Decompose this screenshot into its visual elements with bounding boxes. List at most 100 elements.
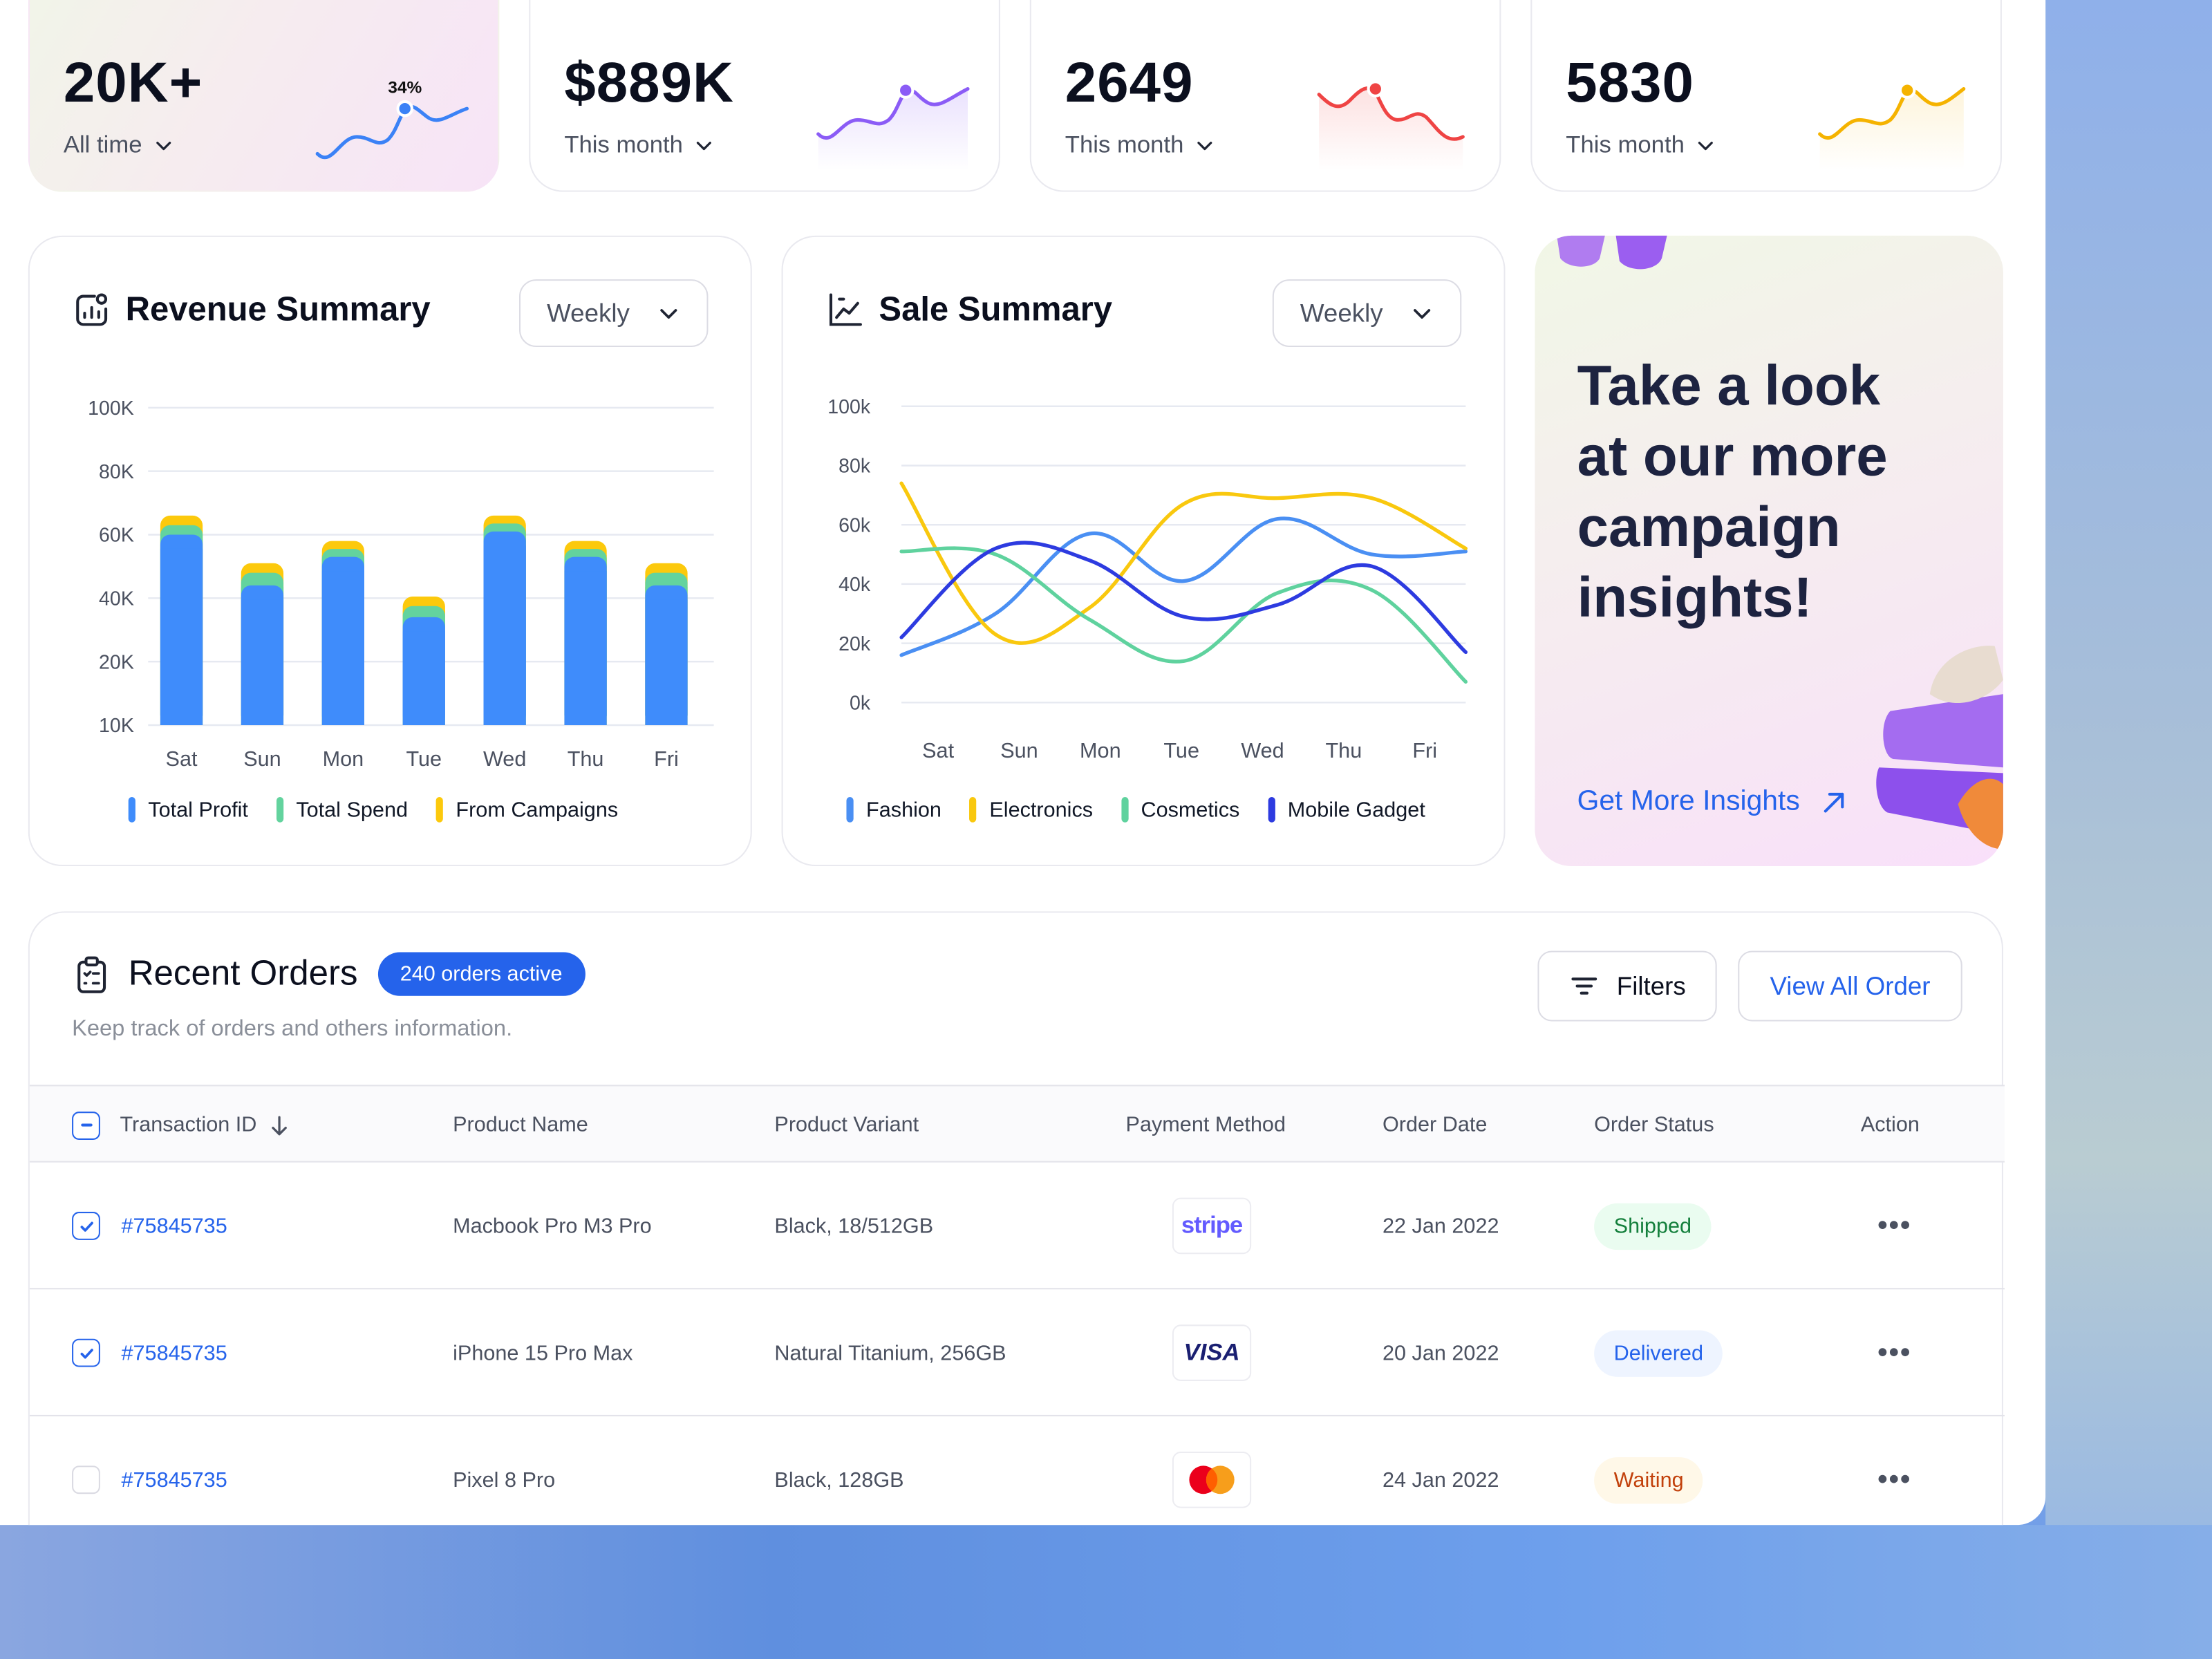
- column-label: Product Name: [453, 1113, 588, 1137]
- svg-text:Sat: Sat: [922, 739, 954, 762]
- legend-swatch: [1268, 797, 1275, 823]
- revenue-bar-chart: 100K 80K 60K 40K 20K 10K Sat Sun Mon Tue Wed Thu Fri: [88, 397, 714, 771]
- transaction-id-link[interactable]: #75845735: [121, 1340, 227, 1365]
- svg-text:60K: 60K: [99, 525, 134, 547]
- svg-text:80k: 80k: [838, 456, 871, 478]
- filters-button[interactable]: Filters: [1537, 950, 1717, 1022]
- legend-swatch: [846, 797, 854, 823]
- sale-line-chart: 100k 80k 60k 40k 20k 0k Sat Sun Mon Tue Wed Thu Fri: [827, 396, 1468, 762]
- more-actions-icon[interactable]: •••: [1877, 1209, 1912, 1241]
- card-title: Recent Orders: [128, 953, 358, 993]
- cell-product-variant: Natural Titanium, 256GB: [774, 1289, 1006, 1416]
- sale-legend: Fashion Electronics Cosmetics Mobile Gadget: [846, 797, 1425, 823]
- row-checkbox[interactable]: [72, 1465, 100, 1494]
- checkmark-icon: [79, 1348, 93, 1358]
- transaction-id-link[interactable]: #75845735: [121, 1468, 227, 1492]
- column-order-status: Order Status: [1594, 1086, 1714, 1163]
- legend-label: Mobile Gadget: [1287, 798, 1425, 822]
- product-name: iPhone 15 Pro Max: [453, 1340, 633, 1365]
- svg-text:Fri: Fri: [654, 747, 679, 771]
- svg-text:Sun: Sun: [1000, 739, 1038, 762]
- cell-product-name: Macbook Pro M3 Pro: [453, 1163, 652, 1290]
- revenue-range-dropdown[interactable]: Weekly: [519, 279, 709, 348]
- svg-text:Tue: Tue: [1163, 739, 1199, 762]
- cell-order-status: Shipped: [1594, 1163, 1712, 1290]
- stat-card-orders: 2649 This month: [1029, 0, 1501, 192]
- stat-card-revenue: $889K This month: [529, 0, 1000, 192]
- legend-item: Mobile Gadget: [1268, 797, 1425, 823]
- get-more-insights-link[interactable]: Get More Insights: [1577, 786, 1848, 818]
- sparkline-chart: [1818, 82, 1966, 171]
- svg-text:Thu: Thu: [1325, 739, 1362, 762]
- table-row[interactable]: #75845735 Pixel 8 Pro Black, 128GB 24 Ja…: [30, 1416, 2005, 1525]
- row-checkbox[interactable]: [72, 1212, 100, 1240]
- column-action: Action: [1861, 1086, 1920, 1163]
- column-label: Order Date: [1382, 1113, 1488, 1137]
- revenue-legend: Total Profit Total Spend From Campaigns: [128, 797, 618, 823]
- period-dropdown[interactable]: This month: [1566, 131, 1716, 160]
- cell-select: [72, 1289, 100, 1416]
- view-all-orders-button[interactable]: View All Order: [1738, 950, 1962, 1022]
- status-badge: Waiting: [1594, 1456, 1704, 1503]
- mastercard-logo-icon: [1189, 1465, 1235, 1494]
- cell-transaction-id: #75845735: [122, 1163, 227, 1290]
- card-title: Revenue Summary: [125, 290, 431, 329]
- svg-text:80K: 80K: [99, 461, 134, 483]
- svg-text:Mon: Mon: [323, 747, 364, 771]
- stat-value: $889K: [564, 52, 734, 115]
- legend-swatch: [969, 797, 977, 823]
- svg-text:Sat: Sat: [166, 747, 198, 771]
- column-product-name: Product Name: [453, 1086, 588, 1163]
- cell-action: •••: [1877, 1289, 1911, 1416]
- chevron-down-icon: [1197, 142, 1212, 151]
- product-name: Pixel 8 Pro: [453, 1468, 556, 1492]
- card-title: Sale Summary: [879, 290, 1113, 329]
- recent-orders-header: Recent Orders 240 orders active: [72, 952, 585, 996]
- chevron-down-icon: [156, 142, 171, 151]
- legend-item: Total Profit: [128, 797, 248, 823]
- column-transaction-id[interactable]: Transaction ID: [72, 1086, 290, 1163]
- arrow-up-right-icon: [1824, 791, 1844, 812]
- clipboard-list-icon: [77, 955, 106, 993]
- sparkline-chart: [1317, 80, 1465, 171]
- period-dropdown[interactable]: This month: [564, 131, 714, 160]
- more-actions-icon[interactable]: •••: [1877, 1463, 1912, 1495]
- transaction-id-link[interactable]: #75845735: [121, 1214, 227, 1238]
- background-bottom: [0, 1525, 2212, 1659]
- chevron-down-icon: [661, 309, 678, 319]
- sale-range-dropdown[interactable]: Weekly: [1272, 279, 1462, 348]
- cell-order-status: Waiting: [1594, 1416, 1704, 1525]
- order-date: 22 Jan 2022: [1382, 1214, 1499, 1238]
- cta-label: Get More Insights: [1577, 785, 1800, 817]
- payment-method-badge: [1172, 1451, 1252, 1508]
- period-dropdown[interactable]: All time: [64, 131, 174, 160]
- stat-card-customers: 5830 This month: [1530, 0, 2002, 192]
- sale-summary-header: Sale Summary: [825, 290, 1112, 330]
- legend-item: Fashion: [846, 797, 941, 823]
- stat-value: 5830: [1566, 52, 1694, 115]
- legend-swatch: [1121, 797, 1129, 823]
- revenue-summary-header: Revenue Summary: [72, 290, 431, 330]
- dashboard-panel: 20K+ All time 34% $889K This month: [28, 0, 2005, 1526]
- period-label: This month: [1566, 131, 1685, 158]
- chevron-down-icon: [697, 142, 712, 151]
- svg-text:Mon: Mon: [1080, 739, 1121, 762]
- recent-orders-card: Recent Orders 240 orders active Keep tra…: [28, 911, 2005, 1526]
- sort-descending-icon[interactable]: [268, 1114, 291, 1136]
- select-all-checkbox[interactable]: [72, 1111, 100, 1139]
- svg-text:Fri: Fri: [1412, 739, 1437, 762]
- cell-select: [72, 1416, 100, 1525]
- table-row[interactable]: #75845735 Macbook Pro M3 Pro Black, 18/5…: [29, 1163, 2005, 1290]
- period-dropdown[interactable]: This month: [1065, 131, 1215, 160]
- svg-text:20K: 20K: [99, 651, 134, 673]
- column-payment-method: Payment Method: [1126, 1086, 1286, 1163]
- filters-label: Filters: [1616, 971, 1686, 1000]
- row-checkbox[interactable]: [72, 1338, 100, 1367]
- table-row[interactable]: #75845735 iPhone 15 Pro Max Natural Tita…: [29, 1289, 2005, 1416]
- chart-analytics-icon: [76, 293, 108, 326]
- svg-text:40K: 40K: [99, 588, 134, 610]
- product-variant: Natural Titanium, 256GB: [774, 1340, 1006, 1365]
- more-actions-icon[interactable]: •••: [1877, 1336, 1912, 1368]
- legend-swatch: [276, 797, 283, 823]
